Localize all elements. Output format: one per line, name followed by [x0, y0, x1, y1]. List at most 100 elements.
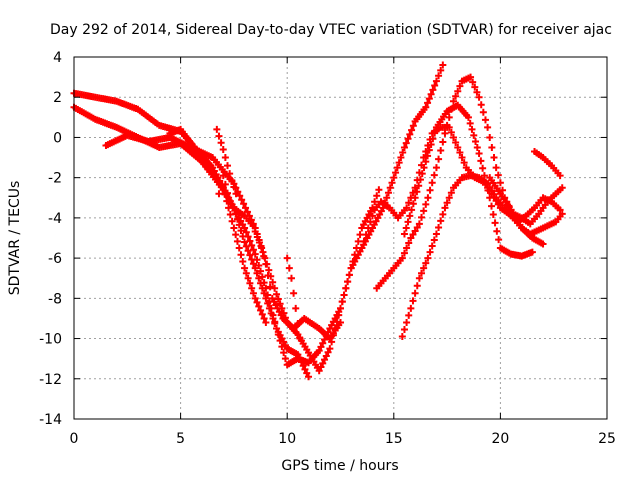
data-point [397, 154, 405, 162]
data-point [422, 158, 430, 166]
data-point [435, 72, 443, 80]
data-point [241, 238, 249, 246]
data-point [280, 349, 288, 357]
data-point [415, 182, 423, 190]
series-sat-l [531, 148, 564, 180]
data-point [409, 230, 417, 238]
series-sat-d [166, 125, 313, 381]
data-point [408, 126, 416, 134]
data-point [255, 302, 263, 310]
data-point [413, 282, 421, 290]
data-point [486, 133, 494, 141]
data-point [422, 103, 430, 111]
data-point [251, 250, 259, 258]
data-point [400, 249, 408, 257]
data-point [228, 217, 236, 225]
data-point [443, 199, 451, 207]
y-tick-label: -8 [48, 291, 62, 307]
data-point [246, 237, 254, 245]
data-point [273, 290, 281, 298]
data-point [428, 179, 436, 187]
data-point [260, 252, 268, 260]
data-point [496, 179, 504, 187]
data-point [362, 231, 370, 239]
data-point [429, 135, 437, 143]
data-point [488, 202, 496, 210]
data-point [454, 144, 462, 151]
data-point [409, 297, 417, 305]
data-point [232, 190, 240, 198]
data-point [427, 90, 435, 98]
data-point [360, 237, 368, 245]
data-point [251, 227, 259, 235]
data-point [356, 231, 364, 239]
data-point [452, 92, 460, 100]
data-point [480, 172, 488, 180]
data-point [454, 87, 462, 95]
data-point [237, 227, 245, 235]
data-point [258, 244, 266, 252]
data-point [431, 129, 439, 137]
data-point [435, 223, 443, 231]
data-point [422, 148, 430, 156]
data-point [262, 294, 270, 302]
data-point [477, 101, 485, 109]
data-point [422, 259, 430, 267]
data-point [492, 164, 500, 172]
data-point [233, 237, 241, 245]
data-point [475, 150, 483, 158]
data-point [255, 261, 263, 269]
y-axis-label: SDTVAR / TECUs [7, 181, 23, 296]
data-point [371, 198, 379, 206]
data-point [242, 242, 250, 250]
series-sat-a [70, 89, 270, 326]
data-point [269, 278, 277, 286]
data-point [226, 170, 234, 178]
data-point [264, 272, 272, 280]
data-point [441, 129, 449, 137]
data-point [278, 343, 286, 351]
series-sat-m [486, 174, 547, 248]
data-point [237, 251, 245, 259]
data-point [439, 210, 447, 218]
data-point [429, 86, 437, 94]
data-point [441, 204, 449, 212]
data-point [226, 211, 234, 219]
y-tick-label: 2 [53, 90, 62, 106]
y-tick-label: -14 [39, 412, 62, 428]
data-point [407, 234, 415, 242]
data-point [395, 159, 403, 167]
data-point [402, 139, 410, 147]
data-point [482, 179, 490, 187]
y-tick-label: -10 [39, 332, 62, 348]
data-point [230, 183, 238, 191]
data-point [424, 194, 432, 202]
data-point [244, 247, 252, 255]
data-point [235, 244, 243, 252]
data-point [528, 248, 536, 256]
data-point [428, 242, 436, 250]
chart-title: Day 292 of 2014, Sidereal Day-to-day VTE… [50, 22, 612, 38]
data-point [473, 144, 481, 151]
data-point [257, 279, 265, 287]
data-point [335, 311, 343, 319]
data-point [456, 149, 464, 157]
data-point [345, 271, 353, 279]
data-point [471, 83, 479, 91]
data-point [398, 254, 406, 262]
data-point [489, 211, 497, 219]
data-point [556, 206, 564, 214]
data-point [467, 73, 475, 81]
data-point [449, 133, 457, 141]
data-point [215, 190, 223, 198]
data-point [297, 358, 305, 366]
data-point [411, 194, 419, 202]
data-point [233, 215, 241, 223]
data-point [418, 170, 426, 178]
data-point [477, 157, 485, 165]
data-point [413, 223, 421, 231]
data-point [276, 300, 284, 308]
data-point [409, 189, 417, 197]
data-point [404, 135, 412, 143]
